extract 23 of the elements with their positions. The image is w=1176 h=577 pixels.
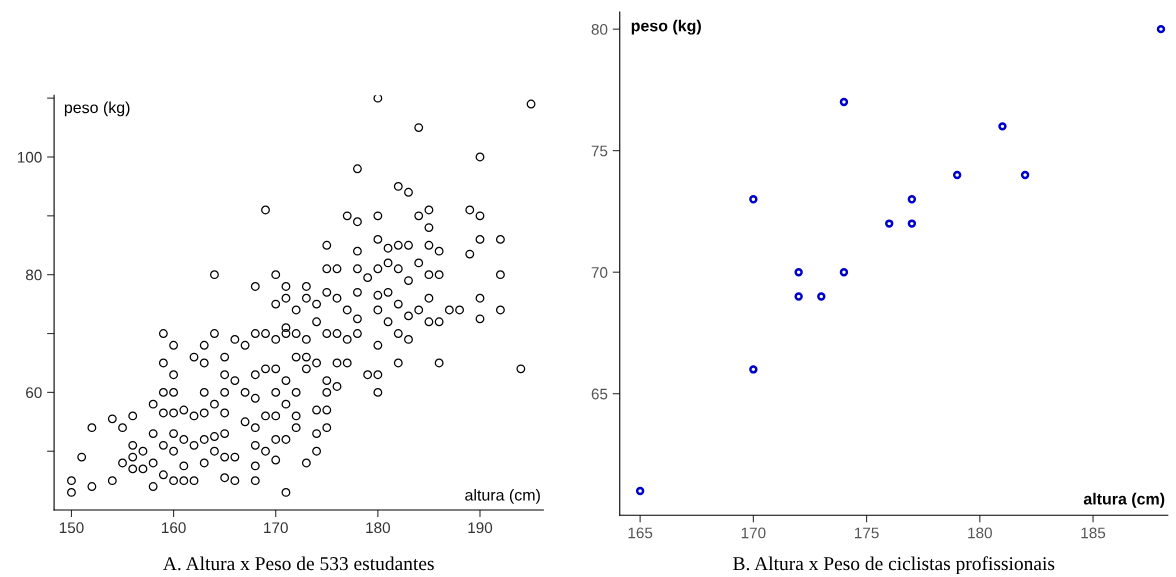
y-tick-label: 100 [17,151,42,163]
x-tick-label: 185 [1081,527,1106,539]
x-tick-label: 150 [59,522,84,534]
x-tick-label: 190 [468,522,493,534]
x-tick-label: 160 [162,522,186,534]
y-axis-title: peso (kg) [64,101,130,117]
text: B. Altura x Peso de ciclistas profissionais [733,556,1055,575]
text: A. Altura x Peso de 533 estudantes [163,556,434,571]
y-tick-label: 75 [591,145,608,157]
y-axis-title: peso (kg) [631,19,701,35]
y-tick-label: 80 [25,269,42,281]
x-tick-label: 175 [855,527,879,539]
y-tick-label: 65 [591,388,608,400]
x-axis-title: altura (cm) [465,488,540,504]
x-tick-label: 180 [366,522,391,534]
y-tick-label: 80 [591,24,608,35]
x-tick-label: 170 [741,527,766,539]
x-tick-label: 180 [968,527,992,539]
y-tick-label: 60 [26,387,42,399]
x-tick-label: 170 [264,522,288,534]
x-axis-title: altura (cm) [1083,492,1165,508]
y-tick-label: 70 [591,267,608,278]
x-tick-label: 165 [628,527,653,539]
